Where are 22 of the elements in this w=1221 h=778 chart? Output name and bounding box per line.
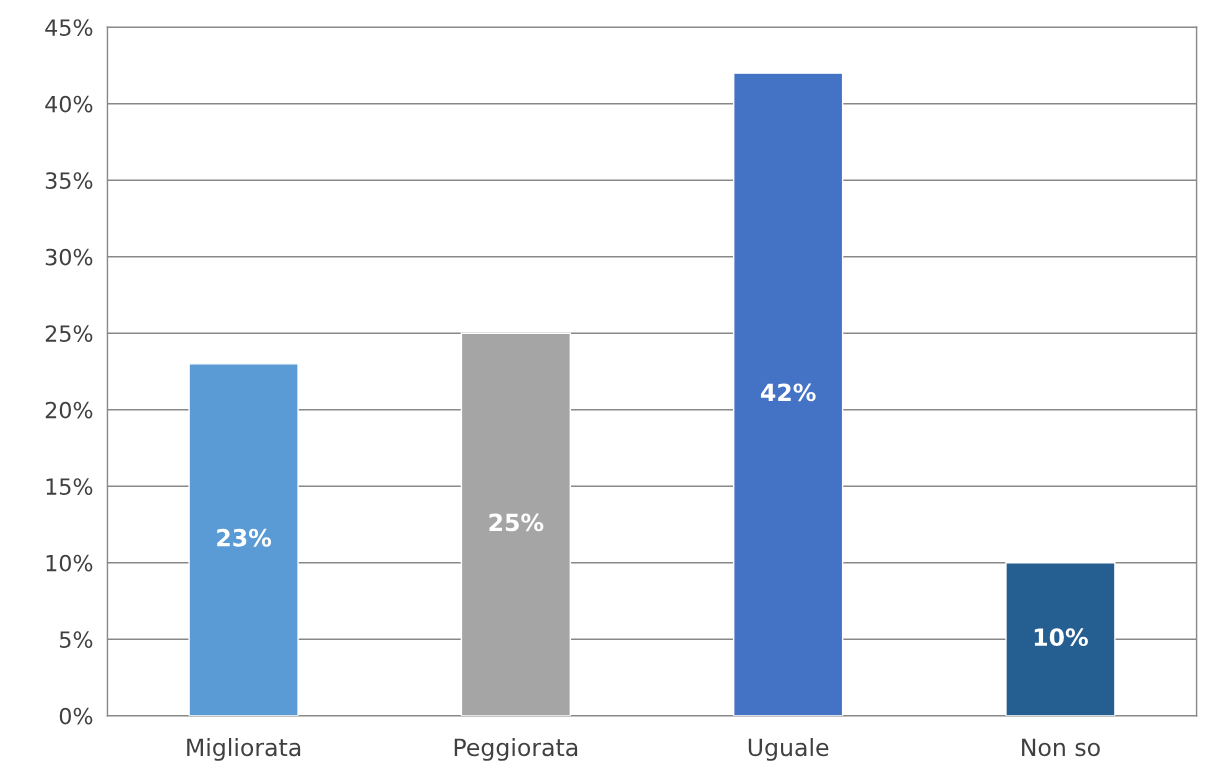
x-tick-label: Uguale — [748, 737, 829, 761]
bar — [460, 332, 572, 716]
bar — [1005, 562, 1116, 716]
x-tick-label: Non so — [1022, 738, 1100, 757]
x-tick-label: Migliorata — [187, 737, 301, 761]
bar — [188, 363, 299, 716]
x-tick-label: Peggiorata — [454, 737, 578, 761]
data-label: 23% — [217, 528, 272, 547]
y-tick-label: 40% — [45, 95, 93, 113]
y-tick-label: 45% — [45, 19, 93, 36]
y-tick-label: 20% — [45, 401, 93, 419]
data-label: 42% — [760, 383, 816, 402]
y-tick-label: 0% — [59, 707, 93, 725]
data-label: 10% — [1034, 628, 1088, 647]
y-tick-label: 35% — [45, 172, 93, 189]
y-tick-label: 15% — [46, 478, 93, 496]
y-tick-label: 25% — [45, 325, 93, 342]
y-tick-label: 30% — [45, 248, 93, 266]
y-tick-label: 10% — [46, 554, 93, 572]
data-label: 25% — [489, 513, 544, 532]
bar — [733, 72, 844, 716]
y-tick-label: 5% — [60, 631, 93, 649]
